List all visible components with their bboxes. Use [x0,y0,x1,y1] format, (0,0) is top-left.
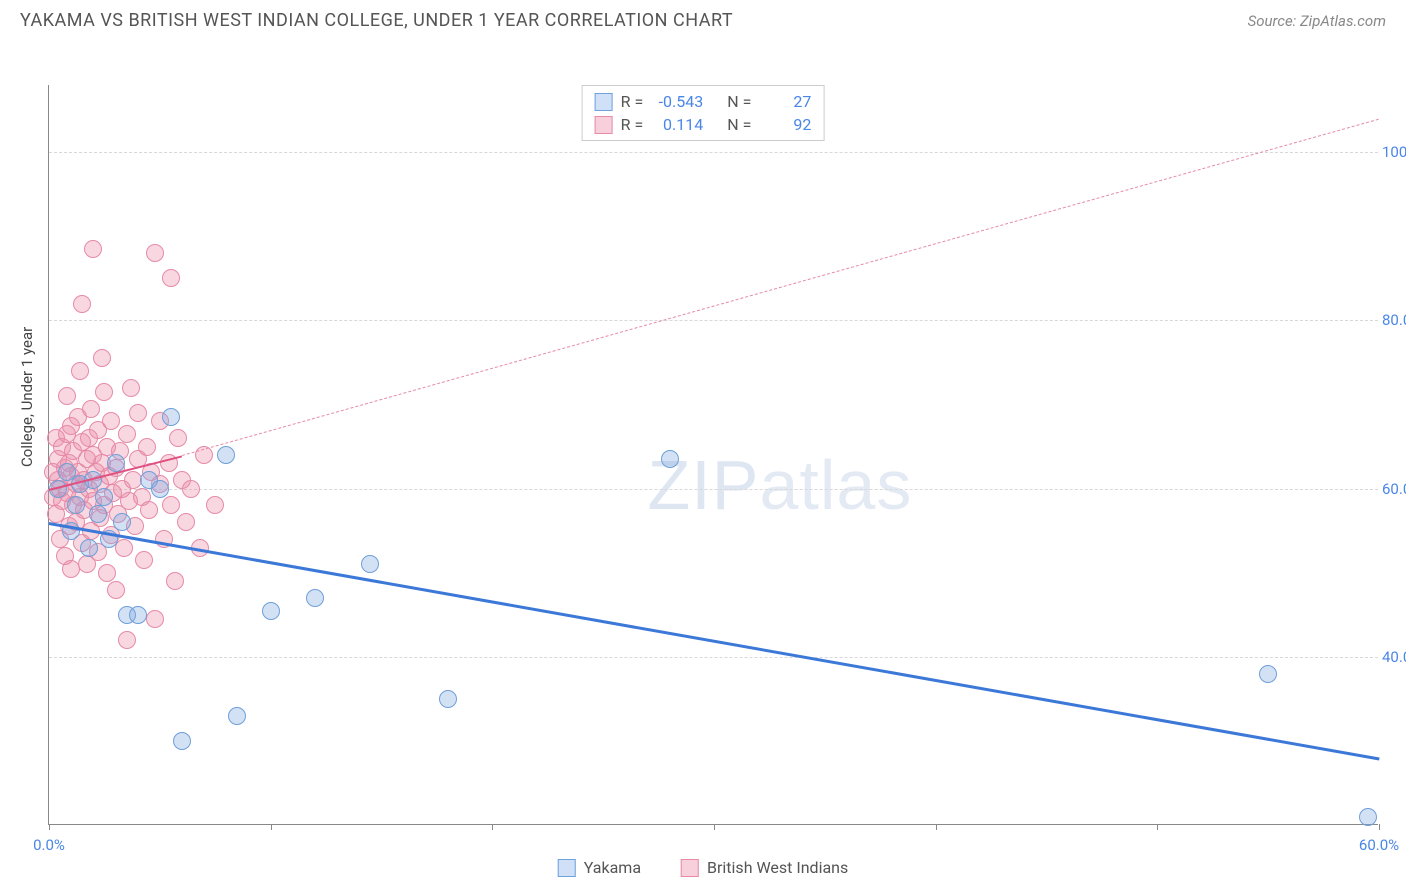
scatter-point [182,480,200,498]
scatter-point [173,732,191,750]
scatter-point [80,539,98,557]
legend-swatch [681,859,699,877]
r-label: R = [621,115,644,134]
y-tick-label: 40.0% [1382,648,1406,666]
x-tick-label: 60.0% [1359,836,1399,854]
scatter-point [107,581,125,599]
r-value-bwi: 0.114 [651,115,703,134]
legend-label: British West Indians [707,858,848,877]
scatter-point [169,429,187,447]
scatter-point [162,496,180,514]
source-attribution: Source: ZipAtlas.com [1248,12,1386,30]
x-tick-mark [714,824,715,830]
x-tick-label: 0.0% [33,836,65,854]
watermark-thin: atlas [759,446,912,524]
scatter-point [93,349,111,367]
scatter-point [113,513,131,531]
scatter-point [95,488,113,506]
legend-item: British West Indians [681,858,848,877]
scatter-point [177,513,195,531]
gridline [49,320,1378,321]
swatch-bwi [595,116,613,134]
scatter-point [162,408,180,426]
legend-label: Yakama [584,858,641,877]
scatter-point [206,496,224,514]
scatter-point [306,589,324,607]
stats-legend-box: R = -0.543 N = 27 R = 0.114 N = 92 [582,85,825,141]
legend-swatch [558,859,576,877]
y-tick-label: 80.0% [1382,311,1406,329]
trend-line [49,522,1380,760]
scatter-point [98,564,116,582]
scatter-point [67,496,85,514]
x-tick-mark [1157,824,1158,830]
bottom-legend: Yakama British West Indians [558,858,849,877]
scatter-point [129,606,147,624]
gridline [49,489,1378,490]
y-tick-label: 100.0% [1382,143,1406,161]
swatch-yakama [595,93,613,111]
watermark: ZIPatlas [648,445,913,525]
x-tick-mark [492,824,493,830]
scatter-point [151,480,169,498]
scatter-point [1359,808,1377,826]
header: YAKAMA VS BRITISH WEST INDIAN COLLEGE, U… [0,0,1406,37]
scatter-point [84,240,102,258]
scatter-point [228,707,246,725]
scatter-point [146,610,164,628]
n-value-yakama: 27 [759,92,811,111]
scatter-point [140,501,158,519]
scatter-point [166,572,184,590]
trend-line [182,119,1379,456]
r-label: R = [621,92,644,111]
scatter-point [217,446,235,464]
gridline [49,152,1378,153]
scatter-point [118,425,136,443]
scatter-point [439,690,457,708]
scatter-point [102,412,120,430]
scatter-point [129,404,147,422]
scatter-point [118,631,136,649]
chart-container: College, Under 1 year ZIPatlas 40.0%60.0… [0,37,1406,881]
x-tick-mark [936,824,937,830]
x-tick-mark [49,824,50,830]
scatter-point [146,244,164,262]
y-axis-label: College, Under 1 year [18,327,36,467]
scatter-point [262,602,280,620]
n-label: N = [727,92,751,111]
scatter-point [661,450,679,468]
gridline [49,657,1378,658]
chart-title: YAKAMA VS BRITISH WEST INDIAN COLLEGE, U… [20,10,733,31]
scatter-point [95,383,113,401]
n-value-bwi: 92 [759,115,811,134]
scatter-point [82,400,100,418]
scatter-point [135,551,153,569]
scatter-point [71,362,89,380]
scatter-point [89,505,107,523]
plot-area: ZIPatlas 40.0%60.0%80.0%100.0%0.0%60.0% [48,85,1378,825]
scatter-point [122,379,140,397]
r-value-yakama: -0.543 [651,92,703,111]
scatter-point [138,438,156,456]
scatter-point [1259,665,1277,683]
scatter-point [58,387,76,405]
scatter-point [73,295,91,313]
legend-item: Yakama [558,858,641,877]
x-tick-mark [1379,824,1380,830]
stats-row-yakama: R = -0.543 N = 27 [595,90,812,113]
scatter-point [361,555,379,573]
x-tick-mark [271,824,272,830]
y-tick-label: 60.0% [1382,480,1406,498]
scatter-point [162,269,180,287]
stats-row-bwi: R = 0.114 N = 92 [595,113,812,136]
n-label: N = [727,115,751,134]
scatter-point [115,539,133,557]
